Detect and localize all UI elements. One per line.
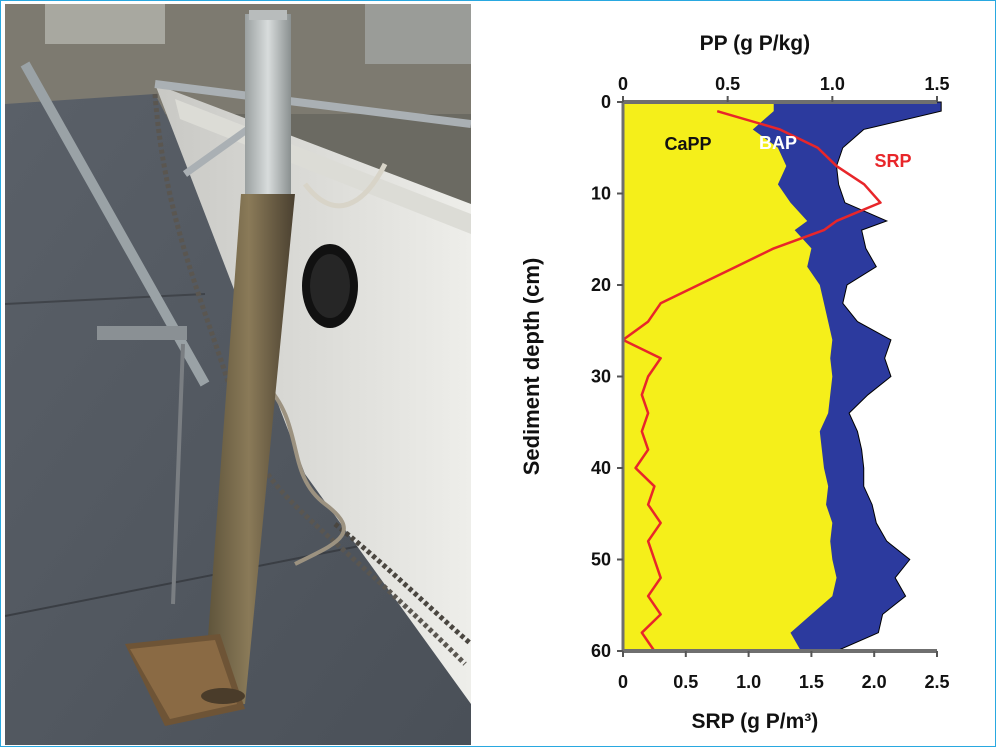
srp-line <box>621 109 882 652</box>
annotation-srp: SRP <box>874 151 911 171</box>
y-tick-label: 10 <box>591 184 611 204</box>
top-tick-label: 0.5 <box>715 74 740 94</box>
y-tick-label: 0 <box>601 92 611 112</box>
axes: 0 0.5 1.0 1.5 0 0.5 1.0 1.5 2.0 2.5 0 10 20 30 40 50 60 P… <box>519 32 950 733</box>
top-tick-label: 1.5 <box>924 74 949 94</box>
y-axis-title: Sediment depth (cm) <box>519 258 544 476</box>
plot-area: CaPP BAP SRP <box>621 101 942 652</box>
y-tick-label: 60 <box>591 641 611 661</box>
top-tick-label: 0 <box>618 74 628 94</box>
bottom-tick-label: 2.5 <box>924 672 949 692</box>
sediment-core-photo <box>5 4 471 745</box>
top-axis-title: PP (g P/kg) <box>700 32 810 55</box>
capp-area <box>623 102 837 651</box>
y-tick-label: 50 <box>591 550 611 570</box>
y-tick-label: 40 <box>591 458 611 478</box>
bottom-tick-label: 0.5 <box>673 672 698 692</box>
annotation-bap: BAP <box>759 133 797 153</box>
bottom-tick-label: 1.0 <box>736 672 761 692</box>
top-tick-label: 1.0 <box>820 74 845 94</box>
bottom-tick-label: 2.0 <box>862 672 887 692</box>
phosphorus-depth-profile-chart: CaPP BAP SRP 0 0.5 1.0 1.5 0 0.5 1.0 1.5 2.0 2.5 0 10… <box>519 32 950 733</box>
y-tick-label: 20 <box>591 275 611 295</box>
bottom-tick-label: 1.5 <box>799 672 824 692</box>
bottom-axis-title: SRP (g P/m³) <box>691 710 818 733</box>
y-tick-label: 30 <box>591 367 611 387</box>
annotation-capp: CaPP <box>664 134 711 154</box>
bottom-tick-label: 0 <box>618 672 628 692</box>
